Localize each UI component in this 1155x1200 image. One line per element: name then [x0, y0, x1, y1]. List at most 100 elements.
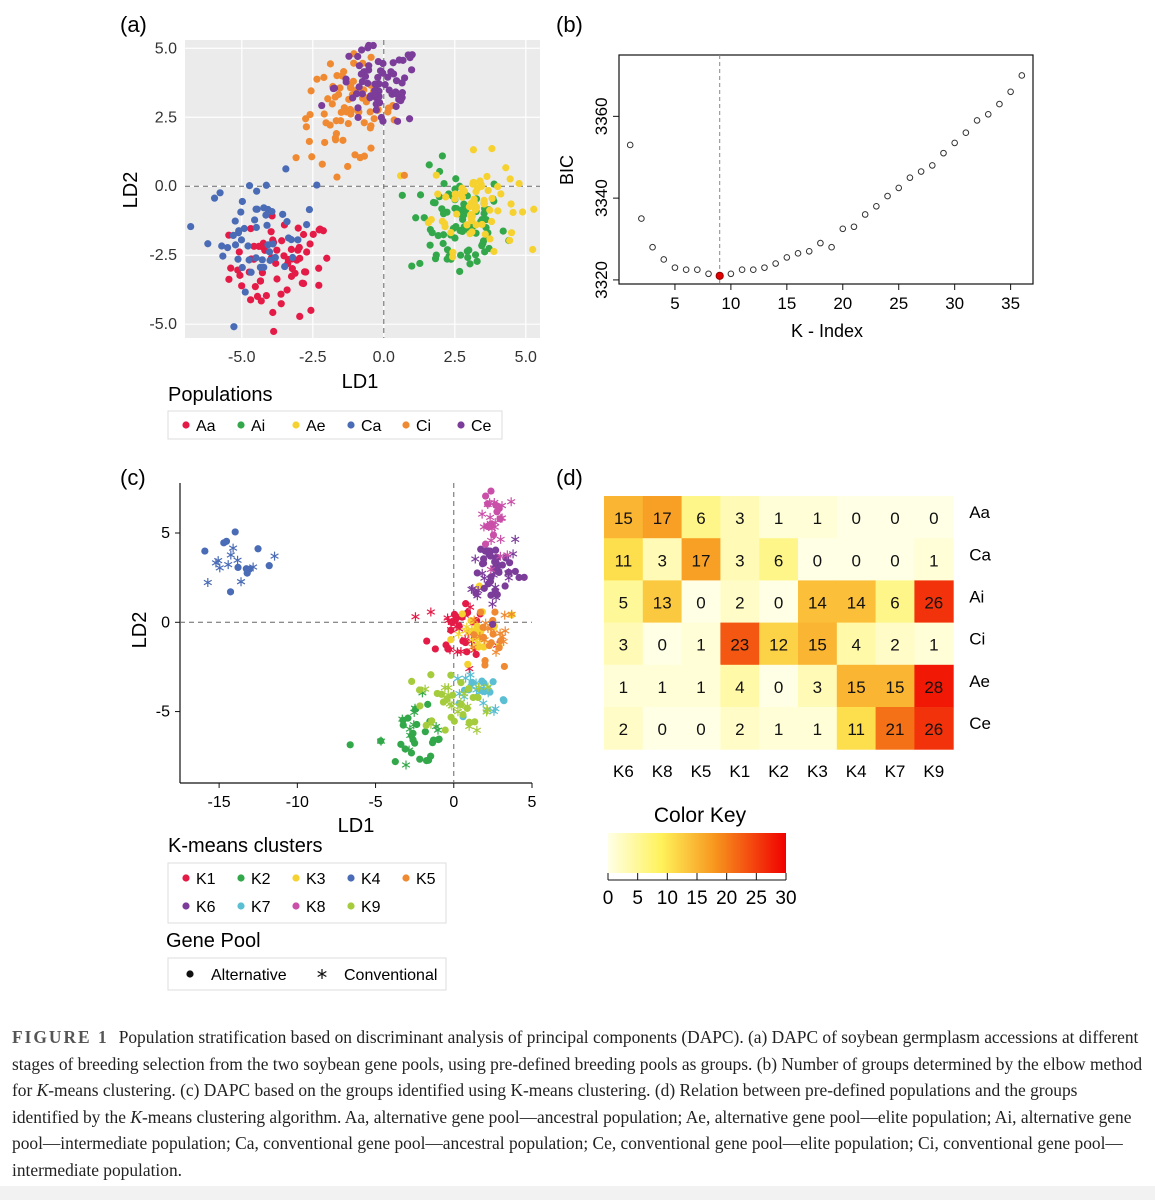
- panel-a-point-aa: [225, 275, 233, 283]
- panel-a-point-ai: [431, 255, 440, 263]
- panel-b-ytick-label: 3320: [592, 261, 611, 299]
- panel-c-ylabel: LD2: [129, 612, 151, 649]
- heatmap-cell-value: 0: [851, 509, 860, 528]
- panel-a-point-ca: [219, 252, 227, 260]
- panel-a-point-ce: [406, 54, 414, 62]
- panel-a-point-aa: [294, 224, 302, 232]
- legend-marker-k8: [292, 902, 300, 910]
- panel-b-xtick-label: 35: [1001, 294, 1020, 313]
- panel-c-point-k9: [416, 702, 424, 710]
- color-key-gradient: [608, 833, 786, 873]
- panel-a-point-ci: [333, 72, 341, 80]
- panel-c-point-k9: [415, 686, 424, 694]
- legend-marker-k9: [347, 902, 355, 910]
- heatmap-cell: [914, 707, 954, 750]
- panel-a-point-aa: [238, 282, 246, 290]
- panel-c-point-k9: [464, 721, 474, 731]
- panel-a-point-ca: [237, 208, 245, 216]
- panel-c-point-k5: [501, 626, 510, 636]
- legend-label-k9: K9: [361, 899, 381, 916]
- panel-a-point-ae: [497, 190, 505, 198]
- panel-a-point-ae: [490, 247, 498, 256]
- panel-a-point-ae: [486, 235, 494, 243]
- panel-a-point-ae: [478, 220, 486, 229]
- panel-c-point-k9: [422, 721, 430, 729]
- panel-a-xtick-label: -5.0: [228, 349, 256, 366]
- heatmap-cell-value: 3: [735, 509, 744, 528]
- panel-c-point-k9: [459, 710, 467, 719]
- color-key-tick-label: 15: [686, 888, 707, 909]
- heatmap-row-label: Ca: [969, 545, 991, 564]
- caption-italic-k-1: K: [36, 1080, 49, 1100]
- heatmap-cell: [604, 707, 644, 750]
- heatmap-cell: [642, 622, 683, 666]
- panel-c-point-k4: [203, 577, 213, 587]
- panel-a-point-ci: [370, 115, 378, 123]
- panel-c-point-k4: [270, 551, 279, 561]
- panel-c-point-k5: [500, 662, 508, 671]
- panel-a-point-ai: [429, 198, 438, 207]
- panel-c-point-k1: [423, 637, 431, 645]
- heatmap-cell-value: 0: [657, 720, 666, 739]
- panel-c-xtick-label: -10: [286, 794, 309, 811]
- panel-a-point-ae: [458, 184, 466, 192]
- panel-b-point: [928, 162, 936, 169]
- panel-a-point-ce: [393, 117, 402, 125]
- heatmap-col-label: K6: [613, 762, 634, 781]
- caption-italic-k-2: K: [130, 1106, 142, 1127]
- heatmap-cell-value: 0: [813, 551, 822, 570]
- heatmap-cell-value: 15: [614, 509, 633, 528]
- panel-c-point-k3: [474, 643, 482, 651]
- heatmap-cell: [642, 707, 683, 750]
- panel-a-point-ca: [279, 210, 287, 218]
- panel-a-point-ca: [251, 216, 259, 224]
- panel-c-point-k5: [479, 623, 487, 631]
- legend-label-k7: K7: [251, 899, 271, 916]
- panel-a-point-aa: [307, 306, 315, 314]
- panel-c-point-k5: [497, 637, 505, 645]
- heatmap-cell: [604, 622, 644, 666]
- panel-b-point: [839, 225, 847, 233]
- panel-b-point: [895, 184, 903, 192]
- heatmap-cell-value: 13: [653, 594, 672, 613]
- color-key-tick-label: 5: [632, 888, 643, 909]
- panel-c-point-k4: [215, 563, 224, 573]
- heatmap-cell: [604, 664, 644, 708]
- panel-c-point-k8: [496, 513, 506, 523]
- heatmap-cell-value: 2: [735, 594, 744, 613]
- panel-a-point-ca: [268, 207, 276, 216]
- heatmap-cell-value: 1: [813, 720, 822, 739]
- caption-text-3: -means clustering algorithm. Aa, alterna…: [12, 1106, 1132, 1180]
- panel-b-point: [973, 117, 981, 124]
- panel-a-point-ce: [392, 77, 401, 85]
- legend-marker-ci: [402, 421, 410, 429]
- panel-a-point-ca: [240, 224, 248, 233]
- panel-a-point-ce: [318, 101, 326, 110]
- panel-c-point-k9: [441, 726, 449, 734]
- heatmap-cell: [720, 580, 760, 624]
- panel-c-point-k2: [422, 756, 431, 765]
- legend-label-ai: Ai: [251, 418, 265, 435]
- panel-a-point-ca: [289, 253, 297, 262]
- caption-text-1: Population stratification based on discr…: [12, 1027, 1143, 1100]
- heatmap-cell-value: 1: [696, 678, 705, 697]
- panel-c-point-k8: [486, 565, 496, 575]
- heatmap-cell: [798, 664, 838, 708]
- panel-a-point-ae: [427, 215, 435, 224]
- panel-a-point-ai: [464, 253, 472, 261]
- heatmap-cell: [720, 538, 760, 581]
- panel-a-point-ce: [392, 102, 400, 111]
- panel-c-point-k6: [511, 534, 520, 544]
- legend-marker-ai: [237, 421, 245, 429]
- panel-a-point-ci: [337, 117, 345, 125]
- panel-a-point-ce: [389, 59, 397, 67]
- panel-a-point-aa: [315, 281, 323, 289]
- heatmap-cell: [759, 664, 799, 708]
- panel-a-point-ae: [515, 179, 523, 188]
- panel-c-point-k2: [435, 735, 443, 743]
- panel-b-point: [727, 270, 735, 278]
- panel-a-point-ai: [439, 231, 448, 239]
- panel-c-point-k9: [433, 689, 441, 698]
- panel-c-point-k8: [506, 497, 516, 507]
- panel-c-point-k4: [201, 547, 209, 555]
